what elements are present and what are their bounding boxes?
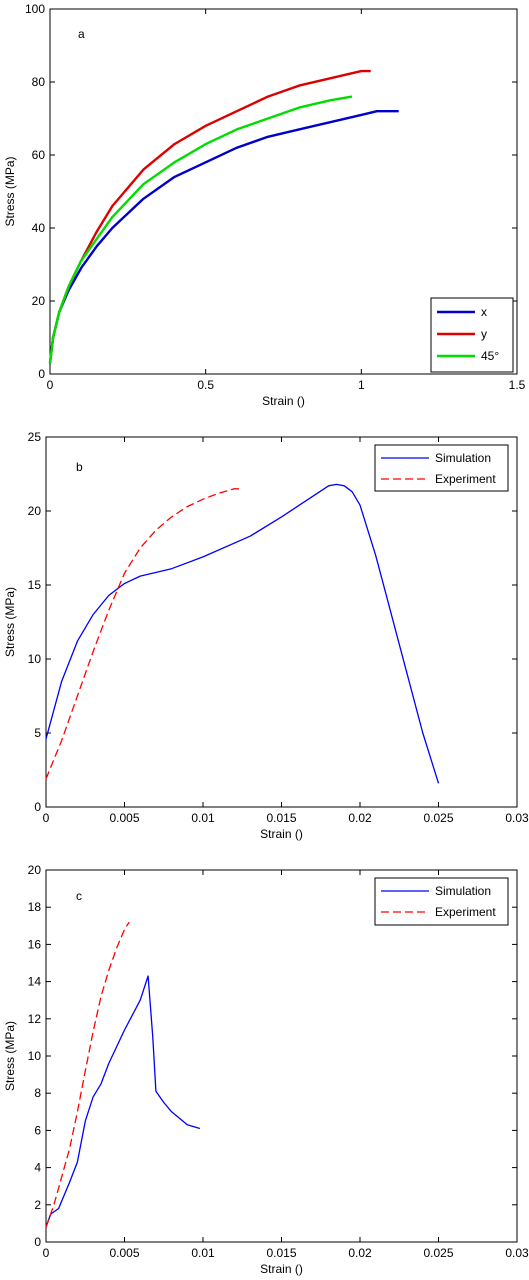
x-tick-label: 0.01 [191, 811, 215, 825]
chart-panel-a: 0 0.5 1 1.5 0 20 40 60 80 100 Strain () Stress (MPa… [3, 2, 526, 408]
y-tick-label: 8 [34, 1086, 41, 1100]
y-tick-label: 25 [28, 430, 42, 444]
y-tick-label: 0 [34, 1235, 41, 1249]
x-tick-label: 0.03 [505, 1246, 529, 1260]
x-tick-label: 0 [43, 811, 50, 825]
legend: xy 45° [430, 297, 514, 373]
x-tick-label: 0.015 [266, 811, 296, 825]
y-tick-label: 5 [34, 726, 41, 740]
y-tick-label: 20 [28, 504, 42, 518]
y-axis-label: Stress (MPa) [3, 156, 17, 226]
legend-label: x [481, 305, 487, 319]
plot-area [45, 869, 518, 1243]
legend-label: Simulation [435, 884, 491, 898]
x-axis-label: Strain () [260, 827, 303, 841]
y-tick-label: 4 [34, 1161, 41, 1175]
x-axis-label: Strain () [260, 1262, 303, 1276]
y-tick-label: 6 [34, 1123, 41, 1137]
series-line-0 [45, 483, 440, 784]
y-tick-label: 0 [38, 367, 45, 381]
plot-area [45, 436, 518, 808]
x-tick-label: 0.005 [109, 1246, 139, 1260]
legend-box [374, 444, 509, 492]
chart-panel-c: 0 0.005 0.01 0.015 0.02 0.025 0.03 0 2 4 6 8 10 12 14 1… [3, 863, 529, 1276]
y-tick-label: 20 [28, 863, 42, 877]
y-tick-label: 18 [28, 900, 42, 914]
legend-label: Experiment [435, 905, 496, 919]
legend-label: Simulation [435, 451, 491, 465]
panel-letter: a [78, 27, 85, 41]
y-tick-label: 40 [32, 221, 46, 235]
x-tick-label: 0.01 [191, 1246, 215, 1260]
x-tick-label: 1 [358, 378, 365, 392]
x-tick-label: 0 [43, 1246, 50, 1260]
series-line-1 [45, 921, 130, 1228]
y-tick-label: 16 [28, 937, 42, 951]
legend: Simulation Experiment [374, 877, 509, 926]
x-tick-label: 0.005 [109, 811, 139, 825]
panel-letter: c [76, 889, 82, 903]
panel-letter: b [76, 460, 83, 474]
x-tick-label: 0.015 [266, 1246, 296, 1260]
legend-label: 45° [481, 349, 499, 363]
y-tick-label: 20 [32, 294, 46, 308]
y-tick-label: 10 [28, 652, 42, 666]
y-tick-label: 60 [32, 148, 46, 162]
y-tick-label: 2 [34, 1198, 41, 1212]
y-tick-label: 12 [28, 1012, 42, 1026]
y-tick-label: 10 [28, 1049, 42, 1063]
y-axis-label: Stress (MPa) [3, 587, 17, 657]
x-tick-label: 0.02 [348, 1246, 372, 1260]
series-line-2 [48, 95, 353, 364]
x-axis-label: Strain () [262, 394, 305, 408]
y-tick-label: 80 [32, 75, 46, 89]
legend-box [374, 877, 509, 926]
legend: Simulation Experiment [374, 444, 509, 492]
x-tick-label: 0.5 [197, 378, 214, 392]
series-line-0 [45, 975, 201, 1228]
y-tick-label: 14 [28, 975, 42, 989]
x-tick-label: 0.02 [348, 811, 372, 825]
x-tick-label: 0 [47, 378, 54, 392]
y-tick-label: 0 [34, 800, 41, 814]
y-axis-label: Stress (MPa) [3, 1021, 17, 1091]
x-tick-label: 1.5 [509, 378, 526, 392]
y-tick-label: 100 [25, 2, 45, 16]
x-tick-label: 0.03 [505, 811, 529, 825]
x-tick-label: 0.025 [423, 811, 453, 825]
legend-label: Experiment [435, 472, 496, 486]
series-line-1 [45, 488, 243, 780]
y-tick-label: 15 [28, 578, 42, 592]
chart-panel-b: 0 0.005 0.01 0.015 0.02 0.025 0.03 0 5 10 15 20 25 St… [3, 430, 529, 841]
legend-label: y [481, 327, 487, 341]
x-tick-label: 0.025 [423, 1246, 453, 1260]
